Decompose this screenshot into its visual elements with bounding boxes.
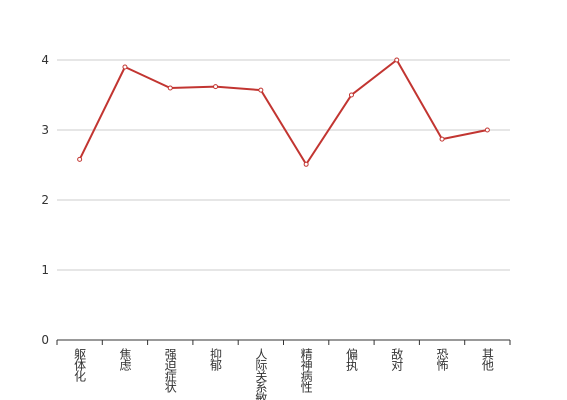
point	[484, 127, 490, 133]
x-tick-label: 躯体化	[73, 347, 87, 383]
x-tick-label: 恐怖	[435, 348, 449, 371]
point	[348, 92, 354, 98]
x-tick-label: 强迫症状	[163, 348, 177, 393]
x-tick-label: 抑郁	[209, 347, 223, 372]
y-tick-label: 3	[41, 123, 49, 137]
point	[213, 84, 219, 90]
point	[258, 87, 264, 93]
y-tick-label: 1	[41, 263, 49, 277]
x-tick-label: 其他	[480, 348, 494, 371]
point	[122, 64, 128, 70]
x-tick-label: 焦虑	[118, 348, 132, 371]
x-tick-label: 精神病性	[299, 348, 313, 394]
point	[303, 161, 309, 167]
y-tick-label: 2	[41, 193, 49, 207]
x-tick-label: 人际关系敏感	[254, 348, 268, 400]
line	[78, 58, 488, 167]
x-tick-label: 敌对	[390, 347, 404, 371]
y-tick-label: 4	[41, 53, 49, 67]
point	[439, 136, 445, 142]
point	[394, 57, 400, 63]
y-tick-label: 0	[41, 333, 49, 347]
point	[167, 85, 173, 91]
point	[77, 156, 83, 162]
x-tick-label: 偏执	[344, 347, 358, 372]
